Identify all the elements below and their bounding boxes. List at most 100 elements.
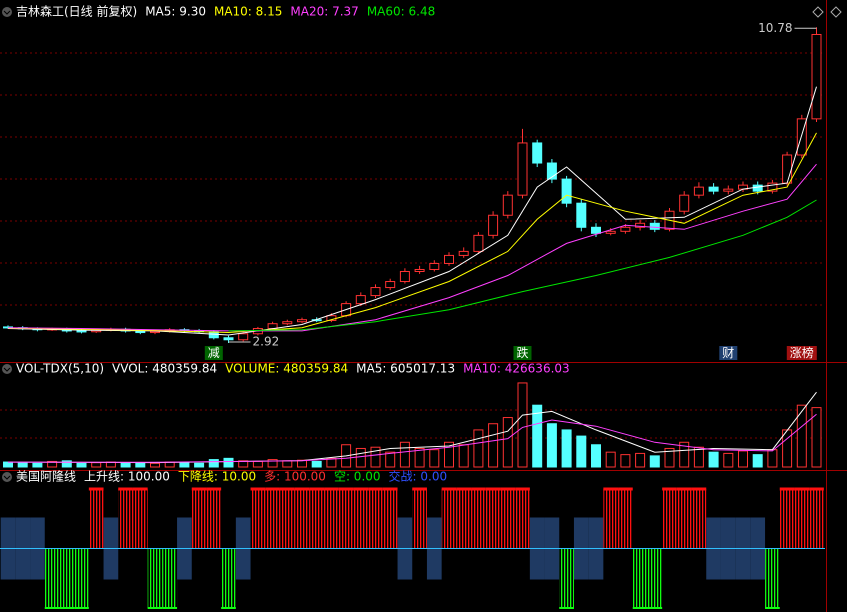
volume-bar [679, 441, 690, 468]
up-bar [338, 489, 354, 549]
candle-body [297, 319, 307, 323]
up-bar [691, 489, 707, 549]
candle-body [767, 182, 778, 192]
up-bar [368, 489, 383, 549]
event-marker: 跌 [513, 345, 532, 360]
ma-line [7, 413, 817, 463]
up-bar [353, 489, 369, 549]
up-bar [206, 489, 222, 549]
volume-bar [120, 462, 131, 468]
candle-body [473, 234, 484, 252]
candle-body [635, 222, 646, 228]
down-bar [647, 548, 663, 608]
event-marker-bg [513, 346, 532, 360]
panel-icon [2, 364, 12, 374]
candle-body [679, 194, 690, 212]
candle-body [605, 230, 616, 234]
up-bar [294, 489, 310, 549]
icon [830, 6, 842, 18]
up-bar [118, 489, 133, 549]
candle-body [399, 270, 410, 283]
volume-bar [385, 451, 396, 468]
window-icons [812, 6, 842, 18]
volume-bar [444, 441, 454, 468]
ma-line [7, 132, 817, 334]
up-bar [88, 489, 104, 549]
up-bar [779, 489, 795, 549]
up-bar [324, 489, 339, 549]
candle-body [458, 250, 469, 256]
volume-bar [693, 446, 704, 468]
volume-bar [399, 441, 410, 468]
volume-bar [282, 460, 293, 468]
volume-bar [664, 447, 675, 468]
volume-bar [414, 447, 425, 468]
volume-bar [561, 429, 572, 468]
up-bar [662, 489, 677, 549]
up-bar [676, 489, 692, 549]
up-bar [250, 489, 266, 549]
candle-body [223, 337, 234, 341]
legend-entry: MA20: 7.37 [290, 5, 358, 19]
legend-entry: 上升线: 100.00 [84, 470, 170, 484]
up-bar [191, 489, 207, 549]
candle-body [752, 184, 763, 192]
candle-body [576, 202, 587, 228]
legend-entry: MA10: 8.15 [214, 5, 282, 19]
up-bar [485, 489, 501, 549]
up-bar [515, 489, 530, 549]
volume-bar [355, 447, 366, 468]
volume-bar [370, 446, 381, 468]
down-bar [44, 548, 60, 608]
down-bar [221, 548, 236, 608]
legend-entry: VVOL: 480359.84 [112, 362, 217, 376]
volume-bar [502, 417, 513, 468]
up-bar [471, 489, 486, 549]
candle-body [811, 33, 822, 120]
down-bar [147, 548, 163, 608]
volume-bar [649, 455, 660, 468]
volume-bar [796, 404, 807, 468]
volume-bar [150, 462, 160, 468]
volume-bar [47, 460, 58, 468]
up-bar [794, 489, 810, 549]
volume-bar [591, 444, 601, 468]
event-marker: 财 [719, 346, 738, 360]
legend-entry: VOLUME: 480359.84 [225, 362, 348, 376]
down-bar [74, 548, 89, 608]
down-bar [59, 548, 75, 608]
volume-bar [3, 461, 13, 468]
volume-bar [61, 460, 72, 468]
volume-bar [738, 450, 748, 468]
volume-bar [179, 462, 190, 468]
volume-bar [752, 454, 763, 468]
volume-bar [17, 462, 28, 468]
volume-bar [605, 451, 616, 468]
volume-bar [488, 423, 499, 468]
panel-icon [2, 472, 12, 482]
event-marker: 涨榜 [786, 345, 817, 360]
extreme-label: 10.78 [758, 21, 792, 35]
candle-body [723, 188, 734, 192]
up-bar [441, 489, 457, 549]
down-bar [765, 548, 780, 608]
candle-body [782, 154, 793, 184]
volume-bar [576, 435, 587, 468]
legend-entry: MA5: 9.30 [145, 5, 206, 19]
icon [812, 6, 824, 18]
up-bar [132, 489, 148, 549]
legend-entry: 空: 0.00 [334, 470, 381, 484]
candle-body [649, 222, 660, 230]
down-bar [162, 548, 178, 608]
event-marker-label: 跌 [516, 345, 528, 360]
volume-bar [635, 452, 646, 468]
up-bar [265, 489, 280, 549]
volume-bar [76, 462, 87, 468]
volume-bar [811, 407, 822, 468]
volume-bar [252, 460, 263, 468]
candle-body [488, 214, 499, 236]
volume-bar [311, 460, 322, 468]
volume-bar [708, 451, 719, 468]
candle-body [282, 321, 293, 325]
event-marker-label: 减 [208, 346, 220, 360]
